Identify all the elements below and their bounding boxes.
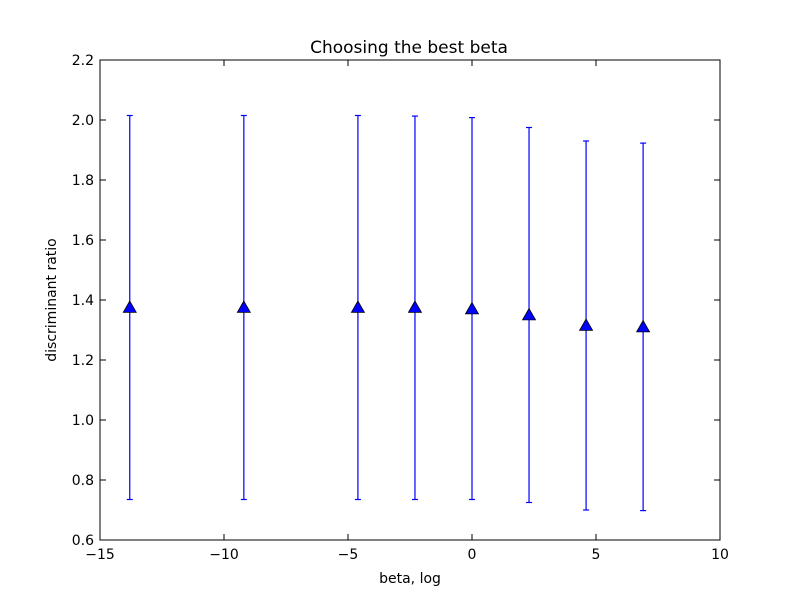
data-point: [635, 142, 651, 512]
data-point: [122, 114, 137, 501]
triangle-marker: [122, 300, 137, 313]
y-tick-label: 1.0: [72, 413, 94, 429]
data-point: [521, 126, 537, 504]
data-point: [464, 116, 480, 501]
y-tick-label: 0.6: [72, 533, 94, 549]
plot-frame: [99, 59, 721, 541]
y-tick-label: 2.2: [72, 53, 94, 69]
x-tick-label: 10: [711, 547, 729, 563]
y-tick-label: 1.6: [72, 233, 94, 249]
data-layer: [122, 114, 651, 512]
y-tick-label: 1.8: [72, 173, 94, 189]
data-point: [407, 115, 423, 501]
y-tick-label: 2.0: [72, 113, 94, 129]
triangle-marker: [521, 307, 537, 321]
x-tick-label: −15: [85, 547, 115, 563]
triangle-marker: [635, 319, 651, 333]
triangle-marker: [236, 300, 252, 313]
triangle-marker: [350, 300, 366, 313]
data-point: [578, 140, 594, 511]
x-tick-label: −10: [209, 547, 239, 563]
data-point: [236, 114, 252, 501]
x-axis-label: beta, log: [379, 571, 441, 587]
x-tick-label: 5: [592, 547, 601, 563]
triangle-marker: [464, 301, 480, 315]
triangle-marker: [407, 300, 423, 313]
y-tick-label: 0.8: [72, 473, 94, 489]
data-point: [350, 114, 366, 501]
y-axis-label: discriminant ratio: [44, 238, 60, 361]
x-tick-label: 0: [468, 547, 477, 563]
y-tick-label: 1.4: [72, 293, 94, 309]
chart-title: Choosing the best beta: [310, 38, 508, 58]
x-tick-label: −5: [338, 547, 359, 563]
triangle-marker: [578, 318, 594, 331]
ticks-layer: −15 −10 −5 0 5 10 0.6 0.8 1.0 1.2 1.4 1.6 1.8 2.0 2.2: [72, 53, 729, 563]
y-tick-label: 1.2: [72, 353, 94, 369]
